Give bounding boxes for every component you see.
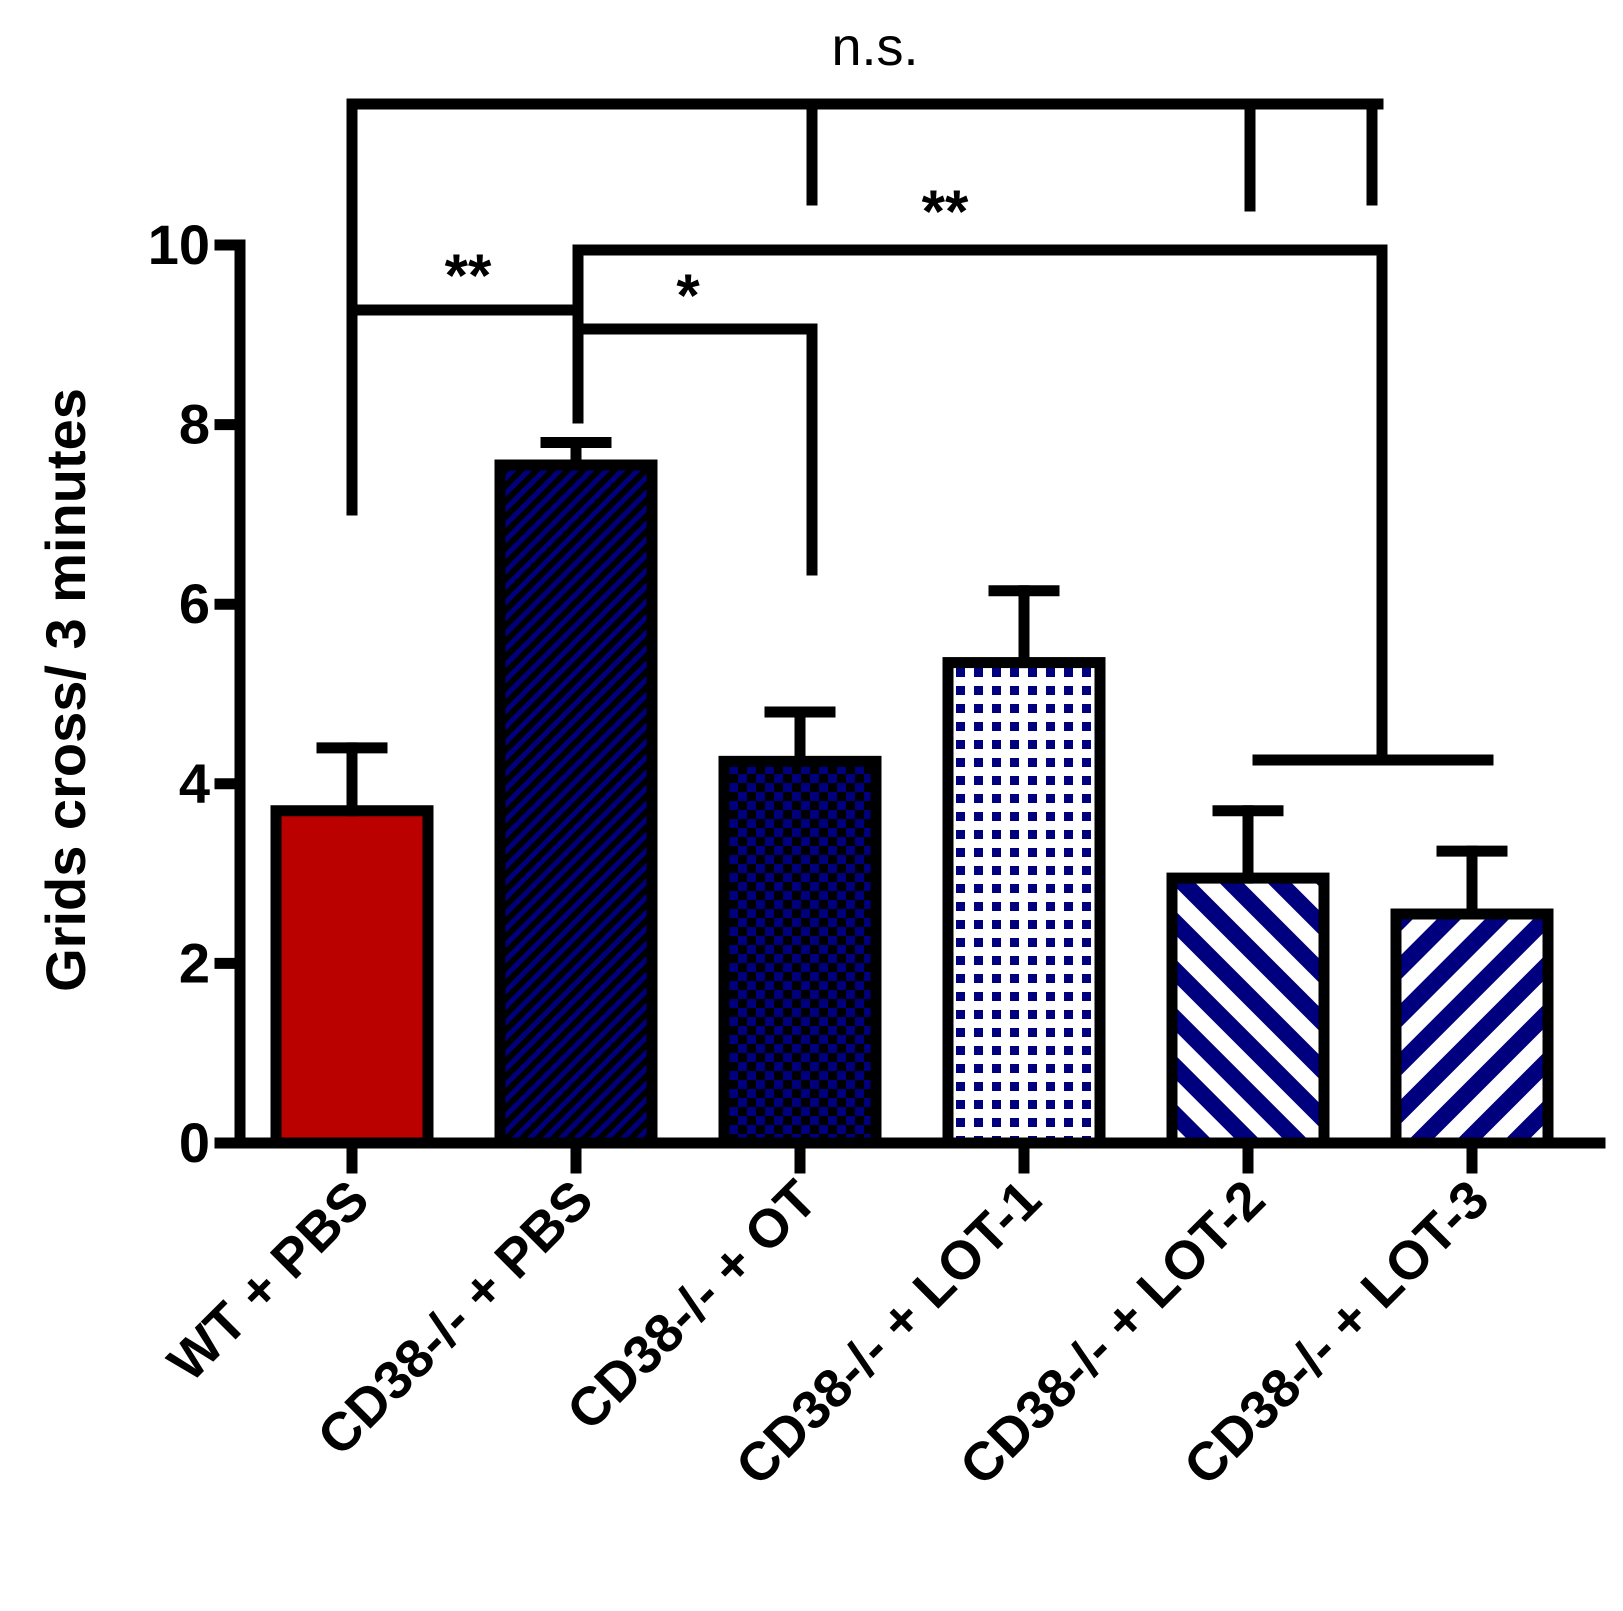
y-tick-label: 4 — [179, 752, 210, 815]
sig-label: ** — [922, 178, 969, 245]
y-tick-label: 2 — [179, 931, 210, 994]
sig-bracket-pbs-vs-ot — [572, 323, 818, 576]
bar — [494, 459, 658, 1149]
sig-bracket-pbs-vs-lot — [572, 244, 1388, 766]
y-tick-label: 10 — [148, 213, 210, 276]
bar — [270, 805, 434, 1149]
error-bars — [316, 437, 1508, 920]
significance-brackets — [346, 98, 1494, 766]
bar — [1166, 872, 1330, 1149]
bar — [1390, 908, 1554, 1149]
x-tick-label: WT + PBS — [157, 1169, 381, 1393]
bar — [942, 657, 1106, 1149]
ns-bracket-top — [346, 98, 1384, 516]
y-tick-label: 6 — [179, 572, 210, 635]
sig-label: ** — [445, 242, 492, 309]
y-tick-label: 0 — [179, 1111, 210, 1174]
bar — [718, 755, 882, 1149]
y-tick-label: 8 — [179, 393, 210, 456]
sig-label: * — [676, 262, 700, 329]
bars — [270, 459, 1554, 1149]
ns-label: n.s. — [831, 17, 918, 77]
y-axis-label: Grids cross/ 3 minutes — [34, 388, 97, 992]
